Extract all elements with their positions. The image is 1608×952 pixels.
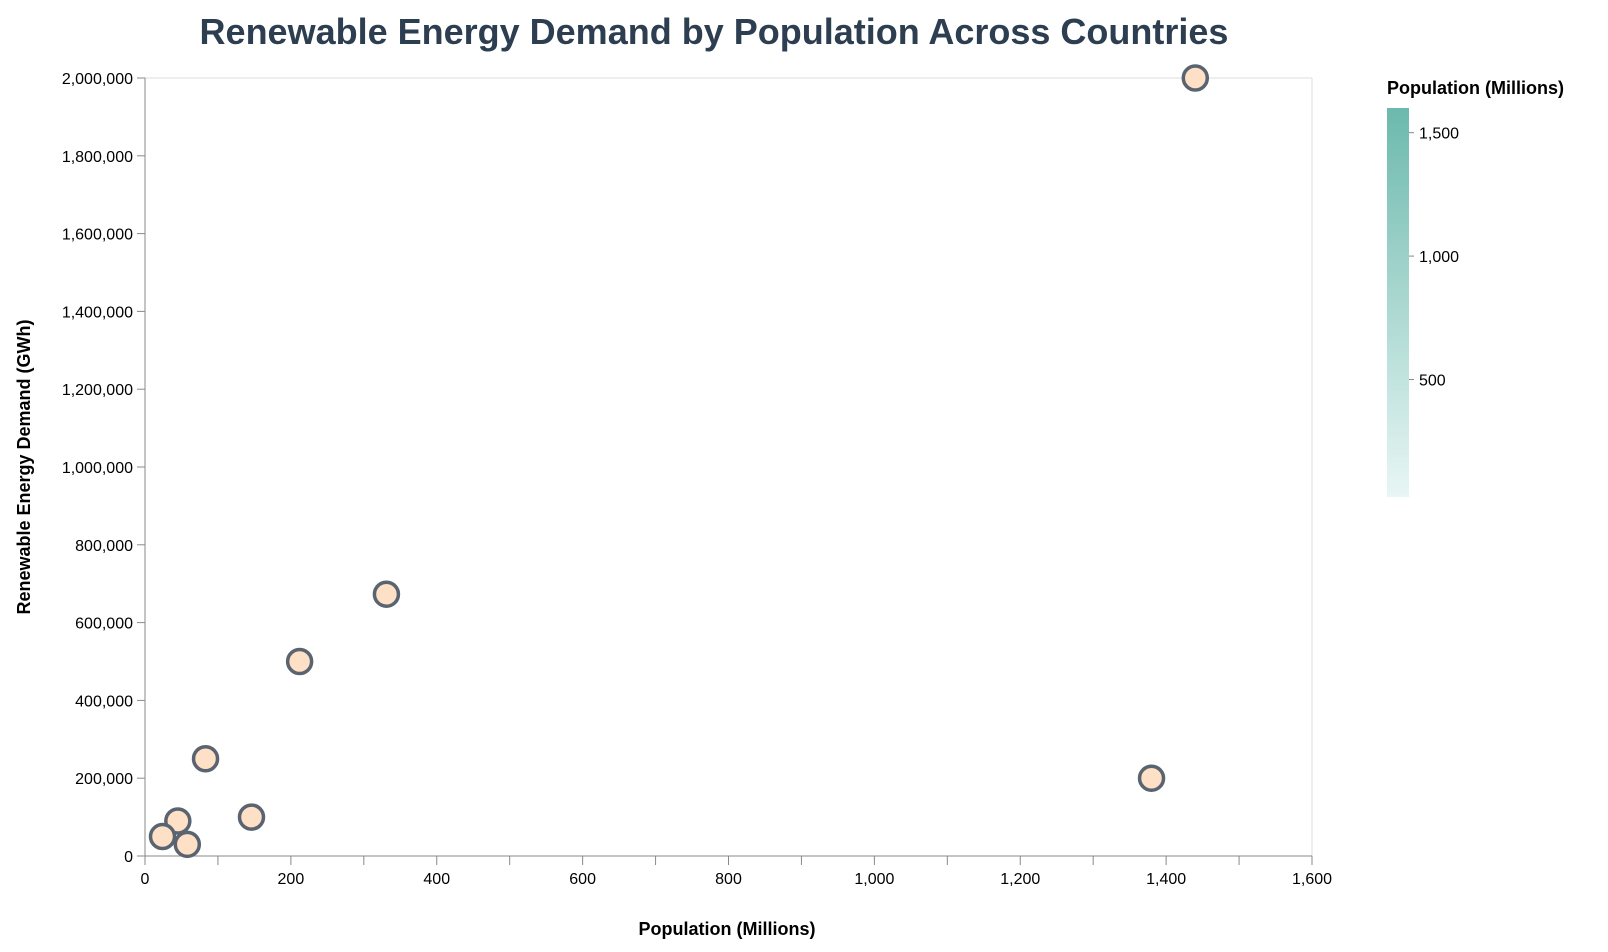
- data-point[interactable]: [148, 822, 177, 851]
- y-tick-label: 1,200,000: [62, 382, 133, 399]
- y-tick-label: 1,800,000: [62, 149, 133, 166]
- data-point[interactable]: [237, 803, 266, 831]
- x-tick-label: 400: [423, 871, 450, 888]
- x-axis-title: Population (Millions): [639, 919, 816, 939]
- legend-tick-label: 1,000: [1419, 249, 1459, 266]
- y-axis: 0 200,000 400,000 600,000 800,000 1,000,000 1,…: [62, 71, 146, 866]
- legend-tick-label: 1,500: [1419, 126, 1459, 143]
- legend-tick-label: 500: [1419, 373, 1446, 390]
- legend-title: Population (Millions): [1387, 78, 1564, 98]
- legend-gradient-bar: [1387, 108, 1409, 497]
- x-tick-label: 1,000: [854, 871, 894, 888]
- color-legend: Population (Millions) 500 1,000 1,500: [1387, 78, 1564, 497]
- y-tick-label: 0: [124, 849, 133, 866]
- data-points: [148, 64, 1210, 859]
- x-tick-label: 1,400: [1146, 871, 1186, 888]
- x-axis: 0 200 400 600 800 1,000 1,200 1,400 1,600: [141, 855, 1332, 888]
- y-tick-label: 400,000: [75, 693, 133, 710]
- data-point[interactable]: [1181, 64, 1210, 92]
- data-point[interactable]: [372, 580, 401, 608]
- y-tick-label: 800,000: [75, 538, 133, 555]
- x-tick-label: 800: [715, 871, 742, 888]
- y-tick-label: 200,000: [75, 771, 133, 788]
- x-tick-label: 0: [141, 871, 150, 888]
- y-tick-label: 2,000,000: [62, 71, 133, 88]
- data-point[interactable]: [1137, 764, 1166, 792]
- x-tick-label: 600: [569, 871, 596, 888]
- y-axis-title: Renewable Energy Demand (GWh): [14, 319, 34, 614]
- y-tick-label: 1,400,000: [62, 304, 133, 321]
- plot-area: [145, 77, 1313, 856]
- x-tick-label: 1,600: [1292, 871, 1332, 888]
- data-point[interactable]: [285, 647, 314, 676]
- y-tick-label: 1,600,000: [62, 227, 133, 244]
- data-point[interactable]: [191, 745, 220, 773]
- chart-title: Renewable Energy Demand by Population Ac…: [200, 11, 1229, 52]
- x-tick-label: 1,200: [1000, 871, 1040, 888]
- y-tick-label: 1,000,000: [62, 460, 133, 477]
- y-tick-label: 600,000: [75, 616, 133, 633]
- legend-ticks: 500 1,000 1,500: [1409, 126, 1459, 390]
- x-tick-label: 200: [278, 871, 305, 888]
- data-point[interactable]: [173, 830, 202, 859]
